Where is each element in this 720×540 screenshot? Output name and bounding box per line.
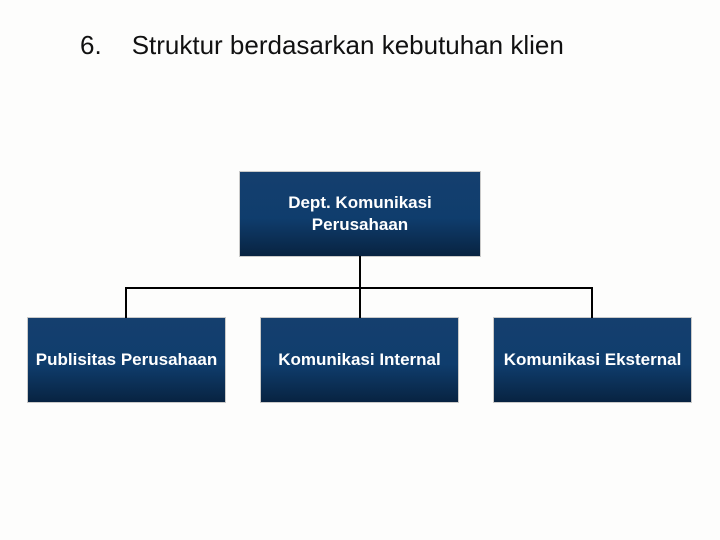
org-child-label: Komunikasi Internal — [278, 349, 440, 371]
connector-line — [591, 288, 593, 318]
org-child-node: Komunikasi Internal — [261, 318, 458, 402]
slide-heading: 6. Struktur berdasarkan kebutuhan klien — [80, 30, 680, 61]
connector-line — [125, 288, 127, 318]
org-root-label: Dept. Komunikasi Perusahaan — [240, 192, 480, 236]
heading-number: 6. — [80, 30, 102, 61]
connector-line — [359, 256, 361, 288]
org-child-node: Komunikasi Eksternal — [494, 318, 691, 402]
connector-line — [359, 288, 361, 318]
org-child-label: Komunikasi Eksternal — [504, 349, 682, 371]
org-child-node: Publisitas Perusahaan — [28, 318, 225, 402]
heading-text: Struktur berdasarkan kebutuhan klien — [132, 30, 564, 61]
org-root-node: Dept. Komunikasi Perusahaan — [240, 172, 480, 256]
org-child-label: Publisitas Perusahaan — [36, 349, 217, 371]
